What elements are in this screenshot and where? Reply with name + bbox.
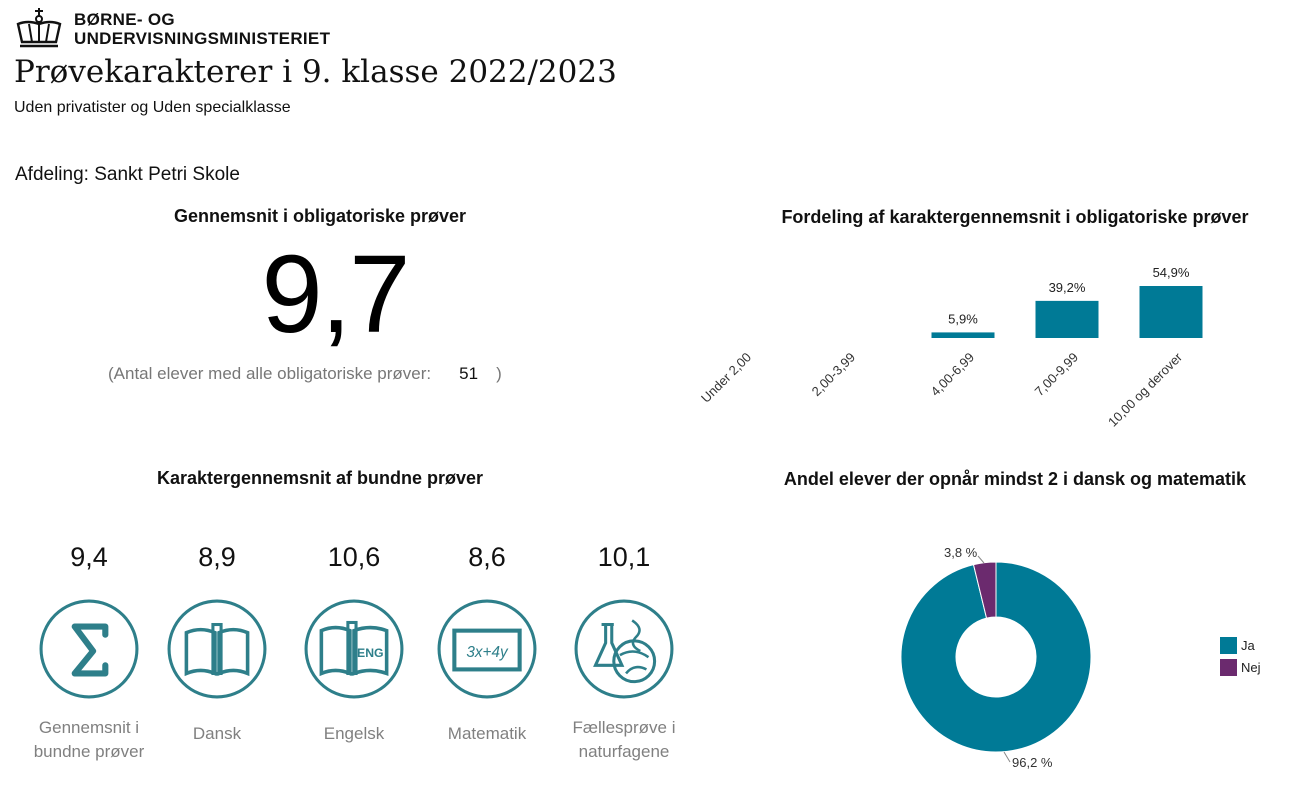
subjects-title: Karaktergennemsnit af bundne prøver xyxy=(156,468,484,488)
svg-text:ENG: ENG xyxy=(357,646,384,660)
legend-swatch-nej xyxy=(1220,659,1237,676)
subject-value-0: 9,4 xyxy=(70,542,108,572)
subject-value-3: 8,6 xyxy=(468,542,506,572)
legend-label-nej: Nej xyxy=(1241,660,1261,675)
subject-value-2: 10,6 xyxy=(327,542,381,572)
subject-label-3: Matematik xyxy=(412,722,562,746)
bar-value-label-4: 54,9% xyxy=(1153,265,1190,280)
subject-label-line: naturfagene xyxy=(578,742,670,761)
legend-swatch-ja xyxy=(1220,637,1237,654)
logo-line-1: BØRNE- OG xyxy=(74,10,175,29)
student-count: 51 xyxy=(459,364,479,383)
subject-label-line: bundne prøver xyxy=(33,742,145,761)
bar-4 xyxy=(1139,286,1203,338)
donut-value-label-nej: 3,8 % xyxy=(944,545,978,560)
donut-value-label-ja: 96,2 % xyxy=(1012,755,1053,770)
svg-text:3x+4y: 3x+4y xyxy=(466,644,509,661)
grade-distribution-chart: Under 2,00 2,00-3,99 5,9% 4,00-6,99 39,2% 7,0… xyxy=(698,265,1203,430)
subject-value-4: 10,1 xyxy=(597,542,651,572)
donut-slice-ja xyxy=(900,561,1092,753)
average-value: 9,7 xyxy=(261,233,411,356)
bar-category-label-1: 2,00-3,99 xyxy=(809,350,858,399)
subject-label-0: Gennemsnit i bundne prøver xyxy=(14,716,164,764)
subject-label-1: Dansk xyxy=(142,722,292,746)
bar-category-label-2: 4,00-6,99 xyxy=(928,350,977,399)
average-title: Gennemsnit i obligatoriske prøver xyxy=(173,206,467,226)
logo-line-2: UNDERVISNINGSMINISTERIET xyxy=(74,29,331,48)
donut-slice-nej xyxy=(972,561,997,619)
english-book-icon: ENG xyxy=(304,599,404,699)
sigma-icon xyxy=(39,599,139,699)
department-label: Afdeling: Sankt Petri Skole xyxy=(15,164,240,185)
bar-2 xyxy=(931,332,995,338)
donut-leader-ja xyxy=(1003,751,1011,763)
subject-label-line: Engelsk xyxy=(323,724,385,743)
book-icon xyxy=(167,599,267,699)
science-icon xyxy=(574,599,674,699)
ministry-logo: BØRNE- OG UNDERVISNINGSMINISTERIET xyxy=(14,6,374,50)
bar-category-label-3: 7,00-9,99 xyxy=(1032,350,1081,399)
bar-value-label-2: 5,9% xyxy=(948,311,978,326)
bar-category-label-0: Under 2,00 xyxy=(698,350,754,406)
bar-chart-title: Fordeling af karaktergennemsnit i obliga… xyxy=(781,207,1249,227)
subject-value-1: 8,9 xyxy=(198,542,236,572)
subject-label-line: Fællesprøve i xyxy=(572,718,676,737)
subject-label-4: Fællesprøve i naturfagene xyxy=(549,716,699,764)
subject-label-line: Gennemsnit i xyxy=(38,718,140,737)
subject-label-line: Matematik xyxy=(447,724,527,743)
count-prefix: (Antal elever med alle obligatoriske prø… xyxy=(108,364,432,383)
math-board-icon: 3x+4y xyxy=(437,599,537,699)
bar-3 xyxy=(1035,300,1099,338)
donut-chart-title: Andel elever der opnår mindst 2 i dansk … xyxy=(783,469,1247,489)
student-count-line: (Antal elever med alle obligatoriske prø… xyxy=(108,364,502,384)
pass-share-chart: 96,2 % 3,8 % Ja Nej xyxy=(900,545,1261,770)
page-title: Prøvekarakterer i 9. klasse 2022/2023 xyxy=(14,54,617,90)
bar-category-label-4: 10,00 og derover xyxy=(1105,349,1186,430)
page-subtitle: Uden privatister og Uden specialklasse xyxy=(14,99,291,116)
subject-label-line: Dansk xyxy=(192,724,242,743)
donut-leader-nej xyxy=(977,555,985,564)
crown-icon xyxy=(16,8,62,48)
subject-label-2: Engelsk xyxy=(279,722,429,746)
bar-value-label-3: 39,2% xyxy=(1049,280,1086,295)
count-suffix: ) xyxy=(496,364,502,383)
legend-label-ja: Ja xyxy=(1241,638,1256,653)
